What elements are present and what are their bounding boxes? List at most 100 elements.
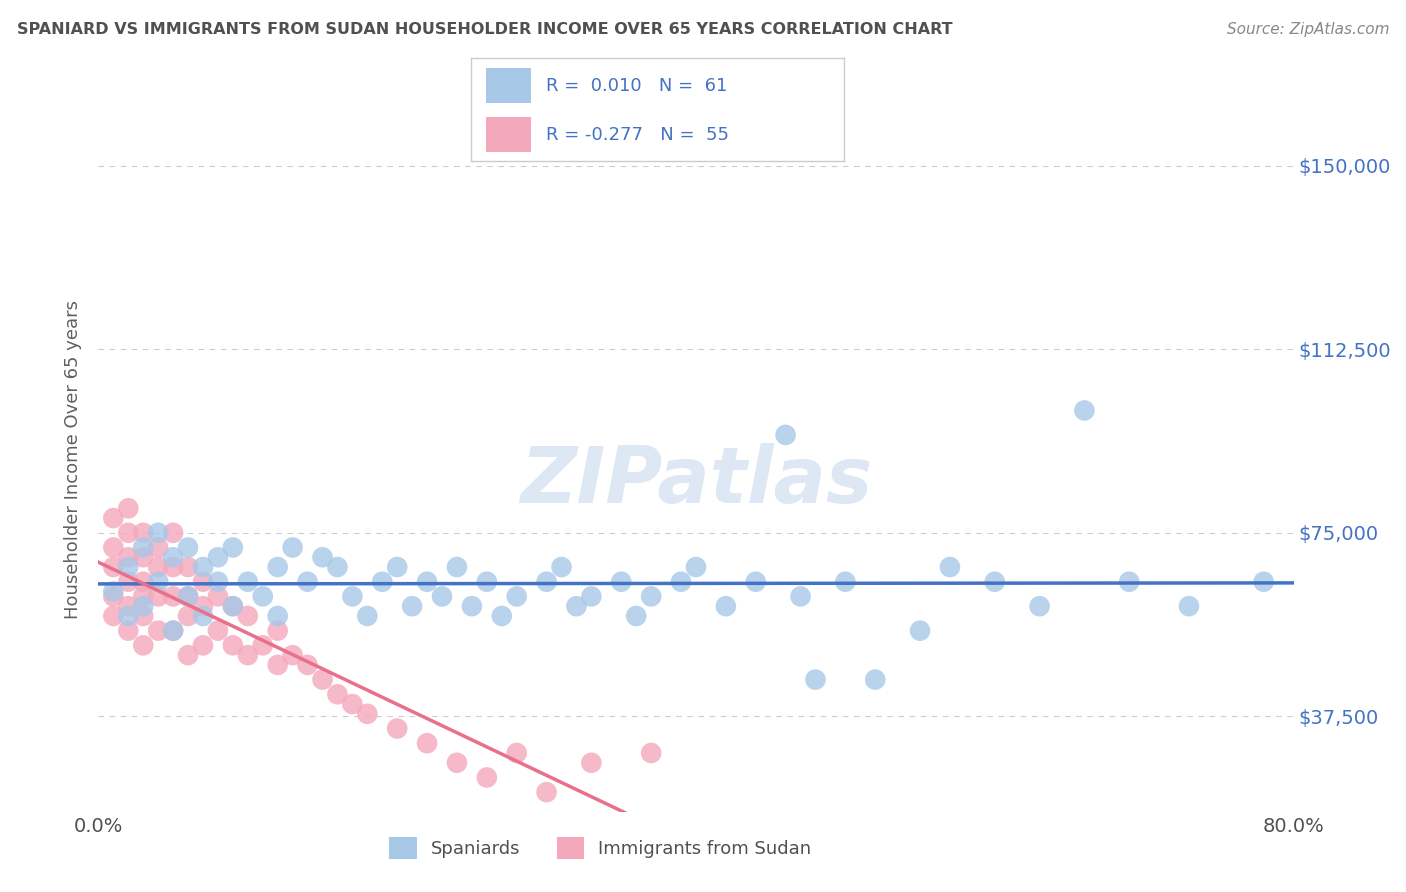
Point	[491, 609, 513, 624]
Point	[565, 599, 588, 614]
Point	[117, 624, 139, 638]
Point	[117, 609, 139, 624]
Point	[475, 771, 498, 785]
Point	[132, 638, 155, 652]
Point	[610, 574, 633, 589]
Point	[640, 746, 662, 760]
Point	[714, 599, 737, 614]
Point	[281, 648, 304, 662]
Text: ZIPatlas: ZIPatlas	[520, 442, 872, 518]
Point	[446, 756, 468, 770]
Point	[207, 624, 229, 638]
Point	[177, 590, 200, 604]
Point	[222, 599, 245, 614]
Point	[297, 657, 319, 672]
Point	[103, 511, 125, 525]
Point	[326, 560, 349, 574]
Point	[177, 609, 200, 624]
Point	[191, 609, 214, 624]
Point	[117, 525, 139, 540]
Point	[117, 560, 139, 574]
Point	[834, 574, 856, 589]
Point	[297, 574, 319, 589]
Point	[252, 590, 274, 604]
Point	[117, 574, 139, 589]
Point	[103, 541, 125, 555]
Point	[148, 590, 170, 604]
Point	[506, 746, 529, 760]
Point	[669, 574, 692, 589]
Text: R = -0.277   N =  55: R = -0.277 N = 55	[546, 126, 728, 144]
Point	[207, 550, 229, 565]
Point	[177, 648, 200, 662]
Point	[132, 541, 155, 555]
Point	[685, 560, 707, 574]
Text: SPANIARD VS IMMIGRANTS FROM SUDAN HOUSEHOLDER INCOME OVER 65 YEARS CORRELATION C: SPANIARD VS IMMIGRANTS FROM SUDAN HOUSEH…	[17, 22, 952, 37]
Point	[385, 722, 409, 736]
Point	[1178, 599, 1201, 614]
Point	[103, 560, 125, 574]
Point	[430, 590, 453, 604]
Point	[326, 687, 349, 701]
Point	[148, 541, 170, 555]
Point	[446, 560, 468, 574]
Point	[342, 590, 364, 604]
Point	[252, 638, 274, 652]
Point	[191, 560, 214, 574]
Point	[536, 785, 558, 799]
Point	[162, 624, 184, 638]
Point	[177, 541, 200, 555]
Point	[550, 560, 572, 574]
Point	[775, 428, 797, 442]
Point	[117, 599, 139, 614]
Point	[1253, 574, 1275, 589]
Point	[207, 590, 229, 604]
Point	[506, 590, 529, 604]
Point	[267, 560, 290, 574]
Point	[475, 574, 498, 589]
Point	[162, 624, 184, 638]
Point	[222, 541, 245, 555]
Point	[132, 574, 155, 589]
Text: Source: ZipAtlas.com: Source: ZipAtlas.com	[1226, 22, 1389, 37]
Point	[162, 525, 184, 540]
Point	[865, 673, 887, 687]
Point	[117, 550, 139, 565]
Point	[103, 609, 125, 624]
Point	[401, 599, 423, 614]
Point	[207, 574, 229, 589]
Point	[236, 609, 259, 624]
Point	[236, 574, 259, 589]
Point	[461, 599, 484, 614]
Point	[222, 638, 245, 652]
Point	[342, 697, 364, 711]
Point	[356, 706, 378, 721]
Point	[132, 590, 155, 604]
Point	[117, 501, 139, 516]
Legend: Spaniards, Immigrants from Sudan: Spaniards, Immigrants from Sudan	[382, 830, 818, 866]
Point	[191, 599, 214, 614]
Point	[581, 756, 603, 770]
Point	[148, 560, 170, 574]
Point	[416, 736, 439, 750]
Point	[177, 590, 200, 604]
Point	[132, 525, 155, 540]
Point	[385, 560, 409, 574]
Y-axis label: Householder Income Over 65 years: Householder Income Over 65 years	[65, 300, 83, 619]
Point	[103, 584, 125, 599]
Point	[908, 624, 931, 638]
Point	[626, 609, 648, 624]
Point	[581, 590, 603, 604]
Point	[1118, 574, 1140, 589]
Point	[191, 574, 214, 589]
Point	[1073, 403, 1095, 417]
Point	[416, 574, 439, 589]
Point	[745, 574, 768, 589]
Point	[267, 609, 290, 624]
Point	[132, 550, 155, 565]
Point	[640, 590, 662, 604]
Point	[984, 574, 1007, 589]
Point	[311, 673, 333, 687]
Point	[103, 590, 125, 604]
Point	[191, 638, 214, 652]
